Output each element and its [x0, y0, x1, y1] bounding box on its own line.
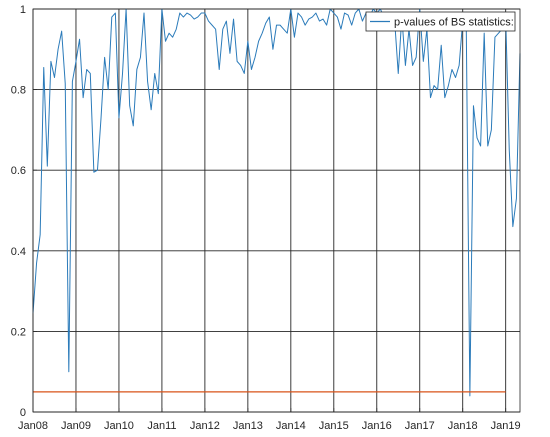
y-tick-label: 0 — [20, 407, 26, 419]
x-tick-label: Jan19 — [491, 420, 521, 432]
legend-label: p-values of BS statistics: — [394, 17, 514, 29]
y-tick-label: 1 — [20, 4, 26, 16]
x-tick-label: Jan13 — [233, 420, 263, 432]
series-line-pvalues — [32, 8, 521, 397]
legend: p-values of BS statistics: — [365, 11, 516, 32]
y-tick-label: 0.8 — [11, 85, 26, 97]
legend-box — [365, 11, 516, 32]
y-tick-label: 0.4 — [11, 246, 26, 258]
x-axis: Jan08 Jan09 Jan10 Jan11 Jan12 Jan13 Jan14 Jan15… — [18, 408, 521, 432]
y-axis: 0 0.2 0.4 0.6 0.8 1 — [11, 4, 37, 419]
y-tick-label: 0.6 — [11, 165, 26, 177]
y-tick-label: 0.2 — [11, 326, 26, 338]
x-tick-label: Jan08 — [18, 420, 48, 432]
plot-frame — [32, 8, 521, 413]
x-tick-label: Jan15 — [319, 420, 349, 432]
grid — [32, 8, 520, 413]
x-tick-label: Jan10 — [104, 420, 134, 432]
x-tick-label: Jan16 — [362, 420, 392, 432]
x-tick-label: Jan12 — [190, 420, 220, 432]
x-tick-label: Jan11 — [147, 420, 176, 432]
x-tick-label: Jan14 — [276, 420, 306, 432]
x-tick-label: Jan17 — [405, 420, 435, 432]
series-layer — [32, 8, 521, 397]
x-tick-label: Jan09 — [61, 420, 91, 432]
x-tick-label: Jan18 — [448, 420, 478, 432]
